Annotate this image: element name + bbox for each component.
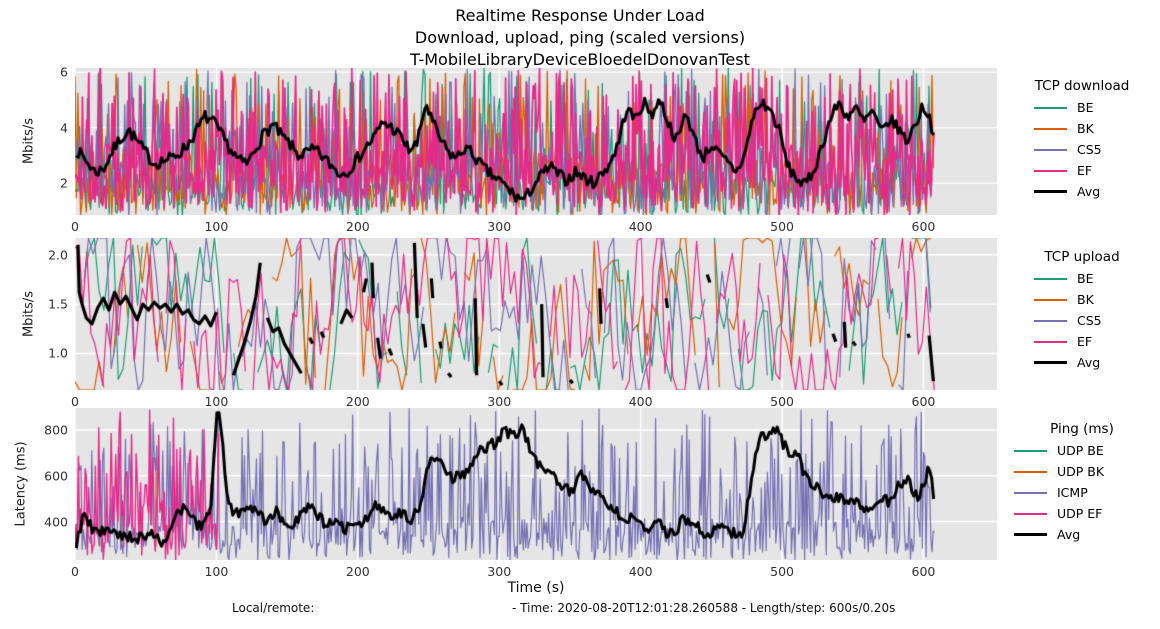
x-tick-label: 500 — [770, 564, 794, 579]
legend-item: EF — [1006, 160, 1158, 181]
x-tick-label: 600 — [911, 394, 936, 409]
legend-line-swatch — [1034, 360, 1067, 365]
x-tick-label: 0 — [71, 219, 79, 234]
legend-line-swatch — [1014, 449, 1047, 452]
tcp-download-plot-canvas — [75, 68, 997, 215]
footer-local-remote: Local/remote: — [232, 601, 315, 615]
y-tick-label: 2.0 — [48, 247, 68, 263]
x-tick-label: 200 — [345, 394, 370, 409]
x-tick-label: 400 — [628, 394, 653, 409]
x-tick-label: 300 — [487, 394, 512, 409]
x-axis-label: Time (s) — [507, 580, 565, 596]
x-tick-label: 400 — [628, 219, 653, 234]
legend-item: EF — [1006, 331, 1158, 352]
footer-time-info: - Time: 2020-08-20T12:01:28.260588 - Len… — [512, 601, 896, 615]
x-tick-label: 400 — [628, 564, 653, 579]
legend-title-upload: TCP upload — [1044, 249, 1120, 265]
legend-line-swatch — [1034, 148, 1067, 151]
legend-line-swatch — [1034, 189, 1067, 194]
x-tick-label: 300 — [487, 219, 512, 234]
legend-tcp-upload: TCP upload BE BK CS5 EF Avg — [1006, 249, 1158, 373]
legend-line-swatch — [1014, 470, 1047, 473]
legend-item: UDP BE — [1006, 440, 1158, 461]
legend-item: Avg — [1006, 524, 1158, 545]
x-tick-label: 600 — [911, 564, 936, 579]
x-tick-label: 200 — [345, 219, 370, 234]
legend-line-swatch — [1034, 340, 1067, 343]
legend-title-download: TCP download — [1034, 78, 1130, 94]
legend-item: UDP BK — [1006, 461, 1158, 482]
y-tick-label: 2 — [60, 175, 68, 191]
y-tick-label: 1.0 — [48, 345, 68, 361]
legend-ping: Ping (ms) UDP BE UDP BK ICMP UDP EF Avg — [1006, 421, 1158, 545]
legend-item: Avg — [1006, 352, 1158, 373]
legend-item: BE — [1006, 268, 1158, 289]
legend-item: Avg — [1006, 181, 1158, 202]
legend-item: CS5 — [1006, 139, 1158, 160]
x-tick-label: 300 — [487, 564, 512, 579]
y-tick-label: 800 — [44, 422, 68, 438]
legend-line-swatch — [1034, 106, 1067, 109]
legend-item: ICMP — [1006, 482, 1158, 503]
legend-item: CS5 — [1006, 310, 1158, 331]
ping-plot-area — [75, 408, 997, 560]
x-tick-label: 100 — [204, 394, 229, 409]
y-tick-label: 400 — [44, 514, 68, 530]
legend-line-swatch — [1014, 512, 1047, 515]
legend-line-swatch — [1034, 277, 1067, 280]
y-tick-label: 6 — [60, 64, 68, 80]
figure-title: Realtime Response Under Load Download, u… — [0, 5, 1160, 71]
title-line-3: T-MobileLibraryDeviceBloedelDonovanTest — [410, 50, 750, 69]
tcp-upload-plot-area — [75, 238, 997, 390]
x-tick-label: 0 — [71, 394, 79, 409]
legend-line-swatch — [1034, 127, 1067, 130]
ping-plot-canvas — [75, 408, 997, 560]
legend-item: UDP EF — [1006, 503, 1158, 524]
legend-title-ping: Ping (ms) — [1050, 421, 1114, 437]
x-tick-label: 200 — [345, 564, 370, 579]
legend-line-swatch — [1014, 532, 1047, 537]
legend-item: BK — [1006, 118, 1158, 139]
legend-line-swatch — [1034, 298, 1067, 301]
x-tick-label: 0 — [71, 564, 79, 579]
x-tick-label: 500 — [770, 394, 794, 409]
legend-line-swatch — [1034, 319, 1067, 322]
y-tick-label: 4 — [60, 120, 68, 136]
title-line-2: Download, upload, ping (scaled versions) — [414, 28, 746, 47]
title-line-1: Realtime Response Under Load — [455, 6, 705, 25]
legend-item: BE — [1006, 97, 1158, 118]
y-tick-label: 1.5 — [48, 296, 68, 312]
x-tick-label: 500 — [770, 219, 794, 234]
legend-tcp-download: TCP download BE BK CS5 EF Avg — [1006, 78, 1158, 202]
x-tick-label: 100 — [204, 564, 229, 579]
legend-line-swatch — [1034, 169, 1067, 172]
y-tick-label: 600 — [44, 468, 68, 484]
legend-line-swatch — [1014, 491, 1047, 494]
x-tick-label: 100 — [204, 219, 229, 234]
tcp-download-plot-area — [75, 68, 997, 215]
x-tick-label: 600 — [911, 219, 936, 234]
tcp-upload-plot-canvas — [75, 238, 997, 390]
legend-item: BK — [1006, 289, 1158, 310]
